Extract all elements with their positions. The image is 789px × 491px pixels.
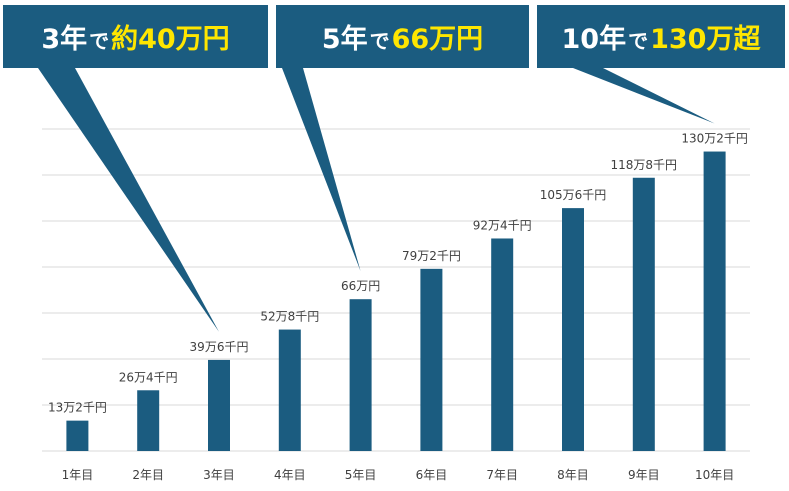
data-label-4: 52万8千円: [260, 310, 319, 324]
callout-prefix: 10年: [562, 23, 627, 55]
bar-1: [66, 420, 89, 451]
data-label-1: 13万2千円: [48, 401, 107, 415]
data-label-2: 26万4千円: [119, 370, 178, 384]
bar-6: [420, 268, 443, 451]
callout-text-3: 10年 で130万超: [562, 23, 762, 55]
x-tick-4: 4年目: [274, 468, 306, 482]
bar-5: [349, 299, 372, 451]
bar-8: [562, 208, 584, 451]
callout-highlight: 66万円: [392, 24, 484, 55]
callout-highlight: 約40万円: [111, 23, 230, 55]
data-label-8: 105万6千円: [540, 188, 607, 202]
callout-highlight: 130万超: [650, 24, 761, 55]
x-tick-10: 10年目: [695, 468, 734, 482]
callout-box-3: [537, 5, 785, 68]
callout-prefix: 3年: [41, 23, 87, 55]
bar-9: [632, 177, 655, 451]
gridlines: [42, 128, 750, 452]
bar-3: [208, 359, 230, 451]
bar-2: [137, 390, 160, 451]
x-tick-7: 7年目: [486, 468, 518, 482]
x-tick-1: 1年目: [62, 468, 94, 482]
x-tick-labels: 1年目 2年目 3年目 4年目 5年目 6年目 7年目 8年目 9年目 10年目: [62, 468, 735, 482]
callout-box-2: [276, 5, 529, 68]
callout-box-1: [3, 5, 268, 68]
data-label-3: 39万6千円: [190, 340, 249, 354]
callout-particle: で: [89, 29, 109, 53]
x-tick-9: 9年目: [628, 468, 660, 482]
callout-particle: で: [370, 29, 390, 53]
x-tick-6: 6年目: [416, 468, 448, 482]
x-tick-2: 2年目: [132, 468, 164, 482]
bars: [66, 151, 726, 452]
callout-text-1: 3年 で約40万円: [41, 23, 229, 55]
data-label-5: 66万円: [341, 279, 380, 293]
callout-prefix: 5年: [322, 23, 368, 55]
x-tick-8: 8年目: [557, 468, 589, 482]
callout-pointer-1: [38, 68, 219, 332]
data-label-9: 118万8千円: [611, 158, 678, 172]
x-tick-3: 3年目: [203, 468, 235, 482]
data-label-6: 79万2千円: [402, 249, 461, 263]
data-label-10: 130万2千円: [681, 132, 748, 146]
bar-10: [703, 151, 726, 452]
bar-4: [278, 329, 301, 451]
data-labels: 13万2千円 26万4千円 39万6千円 52万8千円 66万円 79万2千円 92万4千円…: [48, 132, 748, 415]
data-label-7: 92万4千円: [473, 218, 532, 232]
callout-text-2: 5年 で66万円: [322, 23, 483, 55]
callouts: 3年 で約40万円 5年 で66万円 10年 で130万超: [3, 5, 785, 332]
callout-pointer-2: [282, 68, 361, 272]
callout-pointer-3: [573, 68, 715, 124]
bar-7: [491, 238, 514, 451]
x-tick-5: 5年目: [345, 468, 377, 482]
callout-particle: で: [628, 29, 648, 53]
